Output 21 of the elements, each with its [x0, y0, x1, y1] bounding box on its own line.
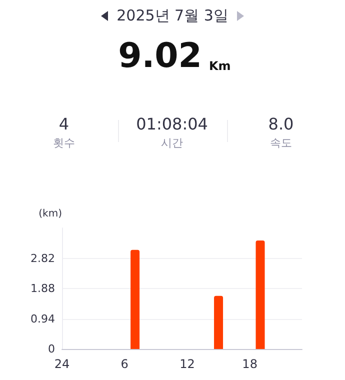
- x-tick-label: 12: [180, 357, 195, 371]
- x-tick-label: 18: [242, 357, 258, 371]
- y-axis-title: (km): [38, 208, 62, 220]
- text: Km: [209, 59, 231, 73]
- text: 횟수: [53, 136, 75, 150]
- x-tick-label: 24: [54, 357, 70, 371]
- text: 시간: [161, 136, 183, 150]
- chart-title: 2025년 7월 3일: [116, 6, 228, 24]
- x-tick-label: 6: [120, 357, 128, 371]
- text: 01:08:04: [136, 114, 208, 134]
- y-tick-label: 0: [48, 342, 55, 356]
- y-tick-label: 1.88: [30, 282, 55, 295]
- bar: [214, 296, 224, 349]
- y-tick-label: 2.82: [30, 252, 55, 265]
- text: 속도: [270, 136, 292, 150]
- text: 4: [58, 114, 70, 134]
- bar: [256, 240, 265, 349]
- text: 9.02: [118, 36, 202, 76]
- bar: [130, 250, 140, 349]
- y-tick-label: 0.94: [30, 312, 55, 326]
- text: 8.0: [268, 114, 294, 134]
